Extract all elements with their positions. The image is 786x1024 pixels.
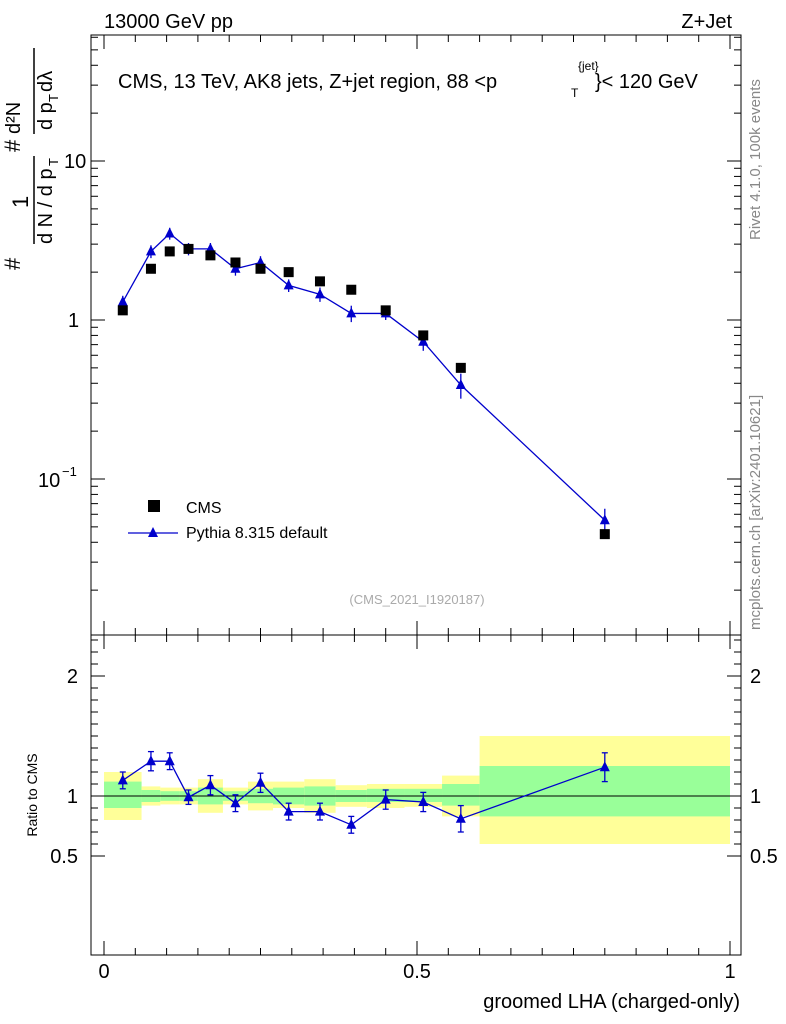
ylabel-denominator: d N / d p — [35, 168, 57, 244]
ratio-point — [418, 796, 429, 806]
ratio-tick-labels: 0.5 0.5 1 1 2 2 0 0.5 1 — [50, 666, 778, 983]
cms-point — [314, 276, 325, 287]
cms-point — [599, 529, 610, 540]
ylabel-hash-mid: # — [0, 139, 25, 152]
ratio-series-layer — [117, 750, 610, 834]
ratio-ytick-label-left: 2 — [67, 666, 78, 688]
header-left: 13000 GeV pp — [104, 11, 233, 33]
ratio-point — [205, 779, 216, 790]
cms-point — [255, 263, 266, 274]
cms-point — [164, 246, 175, 257]
ratio-point — [145, 755, 156, 766]
analysis-watermark: (CMS_2021_I1920187) — [349, 592, 484, 607]
legend-cms-label: CMS — [186, 500, 222, 517]
legend: CMS Pythia 8.315 default — [128, 500, 328, 542]
cms-point — [418, 330, 429, 341]
ratio-pythia-line — [122, 760, 606, 826]
pythia-line — [122, 232, 606, 521]
ratio-plot-frame — [90, 634, 742, 956]
ratio-point — [164, 755, 175, 766]
cms-point — [183, 243, 194, 254]
ytick-label-0.1-base: 10 — [38, 470, 60, 492]
cms-point — [230, 257, 241, 268]
pythia-point — [283, 279, 294, 290]
ratio-ylabel: Ratio to CMS — [24, 753, 40, 836]
main-series-layer — [117, 227, 610, 540]
chart-title-subscript: T — [571, 86, 579, 100]
ratio-ytick-label-right: 0.5 — [750, 846, 778, 868]
ytick-label-1: 1 — [68, 310, 79, 332]
chart-title-superscript: {jet} — [578, 59, 599, 73]
pythia-point — [346, 307, 357, 318]
ratio-axis-ticks — [91, 635, 741, 955]
legend-pythia-marker — [148, 527, 158, 537]
ratio-ytick-label-left: 1 — [67, 786, 78, 808]
chart-title: CMS, 13 TeV, AK8 jets, Z+jet region, 88 … — [118, 71, 497, 93]
cms-point — [380, 305, 391, 316]
ratio-point — [455, 812, 466, 823]
main-plot-frame — [90, 34, 742, 636]
pythia-point — [599, 514, 610, 525]
ylabel-numerator: 1 — [8, 196, 33, 208]
mcplots-source-text: mcplots.cern.ch [arXiv:2401.10621] — [747, 395, 764, 630]
band-inner — [442, 784, 480, 806]
ylabel-right-den-tail: dλ — [35, 71, 57, 92]
pythia-point — [314, 288, 325, 299]
cms-point — [283, 267, 294, 278]
ratio-ytick-label-right: 1 — [750, 786, 761, 808]
ratio-point — [599, 761, 610, 772]
cms-point — [455, 362, 466, 373]
pythia-point — [145, 245, 156, 256]
ratio-point — [346, 818, 357, 829]
rivet-version-text: Rivet 4.1.0, 100k events — [747, 79, 764, 240]
chart-title-suffix: }< 120 GeV — [595, 71, 699, 93]
pythia-point — [117, 295, 128, 306]
cms-point — [346, 284, 357, 295]
ratio-point — [255, 776, 266, 787]
main-ylabel: # 1 d N / d p T # d²N d p T dλ — [0, 48, 61, 270]
ratio-point — [230, 797, 241, 808]
main-axis-ticks — [91, 35, 741, 635]
ylabel-den-sub: T — [46, 158, 61, 166]
ratio-uncertainty-bands — [104, 736, 730, 844]
ytick-label-0.1-exponent: −1 — [62, 464, 77, 479]
ylabel-right-denominator: d p — [35, 102, 57, 130]
ratio-point — [314, 805, 325, 816]
pythia-point — [164, 227, 175, 238]
cms-point — [205, 250, 216, 261]
xtick-label: 0 — [98, 961, 109, 983]
ytick-label-10: 10 — [64, 151, 86, 173]
pythia-point — [455, 379, 466, 390]
legend-pythia-label: Pythia 8.315 default — [186, 525, 328, 542]
header-right: Z+Jet — [681, 11, 732, 33]
ylabel-right-den-sub: T — [46, 94, 61, 102]
ratio-plot-area: Ratio to CMS groomed LHA (charged-only) … — [24, 634, 778, 1013]
ylabel-hash-left: # — [0, 257, 25, 270]
pythia-point — [418, 335, 429, 346]
ratio-ytick-label-right: 2 — [750, 666, 761, 688]
pythia-point — [230, 262, 241, 273]
ratio-point — [283, 805, 294, 816]
cms-point — [145, 263, 156, 274]
main-plot-area: CMS, 13 TeV, AK8 jets, Z+jet region, 88 … — [38, 34, 742, 636]
ratio-point — [380, 793, 391, 804]
xlabel: groomed LHA (charged-only) — [483, 991, 740, 1013]
xtick-label: 0.5 — [403, 961, 431, 983]
ratio-point — [183, 791, 194, 802]
ylabel-right-numerator: d²N — [3, 102, 25, 134]
ratio-point — [117, 774, 128, 785]
cms-point — [117, 305, 128, 316]
ratio-ytick-label-left: 0.5 — [50, 846, 78, 868]
legend-cms-marker — [148, 500, 160, 512]
xtick-label: 1 — [724, 961, 735, 983]
